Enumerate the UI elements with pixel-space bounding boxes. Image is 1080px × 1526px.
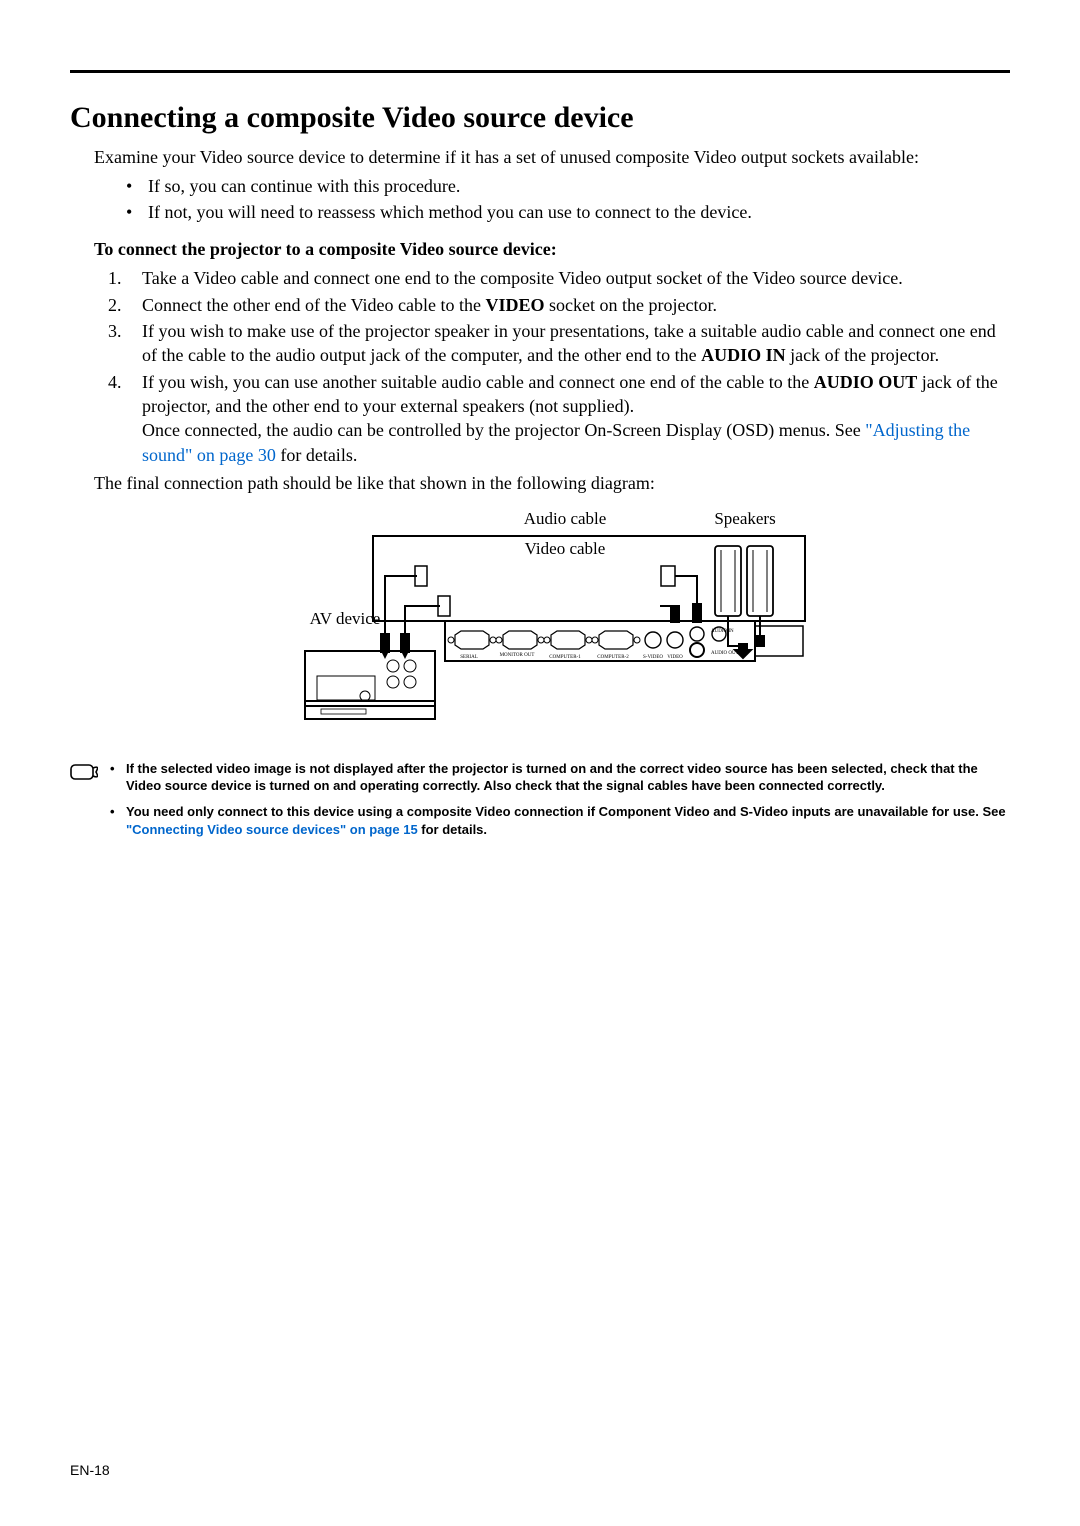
note-text: for details.: [418, 822, 487, 837]
arrowhead: [401, 651, 409, 659]
arrowhead: [381, 651, 389, 659]
top-border-line: [70, 70, 1010, 73]
step-text: jack of the projector.: [786, 345, 939, 365]
svg-text:VIDEO: VIDEO: [667, 655, 683, 660]
svg-text:MONITOR OUT: MONITOR OUT: [500, 653, 535, 658]
page-number: EN-18: [70, 1462, 110, 1478]
ports-row: [448, 627, 726, 657]
connection-diagram: Audio cable Video cable Speakers AV devi…: [70, 506, 1010, 736]
intro-bullet-list: If so, you can continue with this proced…: [126, 173, 1010, 225]
note-icon: [70, 762, 98, 846]
note-item: If the selected video image is not displ…: [106, 760, 1010, 795]
step-item: If you wish to make use of the projector…: [108, 319, 1010, 368]
svg-text:SERIAL: SERIAL: [460, 655, 478, 660]
step-bold: AUDIO IN: [701, 345, 786, 365]
speakers-label: Speakers: [714, 509, 775, 528]
video-cable-line: [401, 596, 679, 652]
steps-list: Take a Video cable and connect one end t…: [108, 266, 1010, 466]
svg-text:COMPUTER-2: COMPUTER-2: [597, 655, 629, 660]
step-item: If you wish, you can use another suitabl…: [108, 370, 1010, 467]
page: Connecting a composite Video source devi…: [0, 0, 1080, 1526]
step-text: Once connected, the audio can be control…: [142, 420, 865, 440]
step-text: If you wish, you can use another suitabl…: [142, 372, 814, 392]
step-text: for details.: [276, 445, 357, 465]
step-bold: AUDIO OUT: [814, 372, 918, 392]
step-text: socket on the projector.: [545, 295, 717, 315]
svg-text:AUDIO IN: AUDIO IN: [711, 629, 734, 634]
note-text: You need only connect to this device usi…: [126, 804, 1006, 819]
speakers-illustration: [715, 546, 773, 616]
step-bold: VIDEO: [485, 295, 544, 315]
audio-cable-line: [381, 566, 701, 652]
diagram-svg: Audio cable Video cable Speakers AV devi…: [265, 506, 815, 736]
audio-cable-label: Audio cable: [524, 509, 607, 528]
step-item: Connect the other end of the Video cable…: [108, 293, 1010, 317]
final-text: The final connection path should be like…: [94, 473, 1010, 494]
notes-list: If the selected video image is not displ…: [106, 760, 1010, 846]
sub-heading: To connect the projector to a composite …: [94, 239, 1010, 260]
intro-bullet: If so, you can continue with this proced…: [126, 173, 1010, 199]
intro-text: Examine your Video source device to dete…: [94, 145, 1010, 169]
step-item: Take a Video cable and connect one end t…: [108, 266, 1010, 290]
svg-text:S-VIDEO: S-VIDEO: [643, 655, 663, 660]
svg-text:COMPUTER-1: COMPUTER-1: [549, 655, 581, 660]
intro-bullet: If not, you will need to reassess which …: [126, 199, 1010, 225]
cross-reference-link[interactable]: "Connecting Video source devices" on pag…: [126, 822, 418, 837]
step-text: Connect the other end of the Video cable…: [142, 295, 485, 315]
av-device-label: AV device: [310, 609, 381, 628]
svg-text:AUDIO OUT: AUDIO OUT: [711, 651, 739, 656]
section-title: Connecting a composite Video source devi…: [70, 101, 1010, 135]
notes-block: If the selected video image is not displ…: [70, 760, 1010, 846]
video-cable-label: Video cable: [525, 539, 606, 558]
note-item: You need only connect to this device usi…: [106, 803, 1010, 838]
